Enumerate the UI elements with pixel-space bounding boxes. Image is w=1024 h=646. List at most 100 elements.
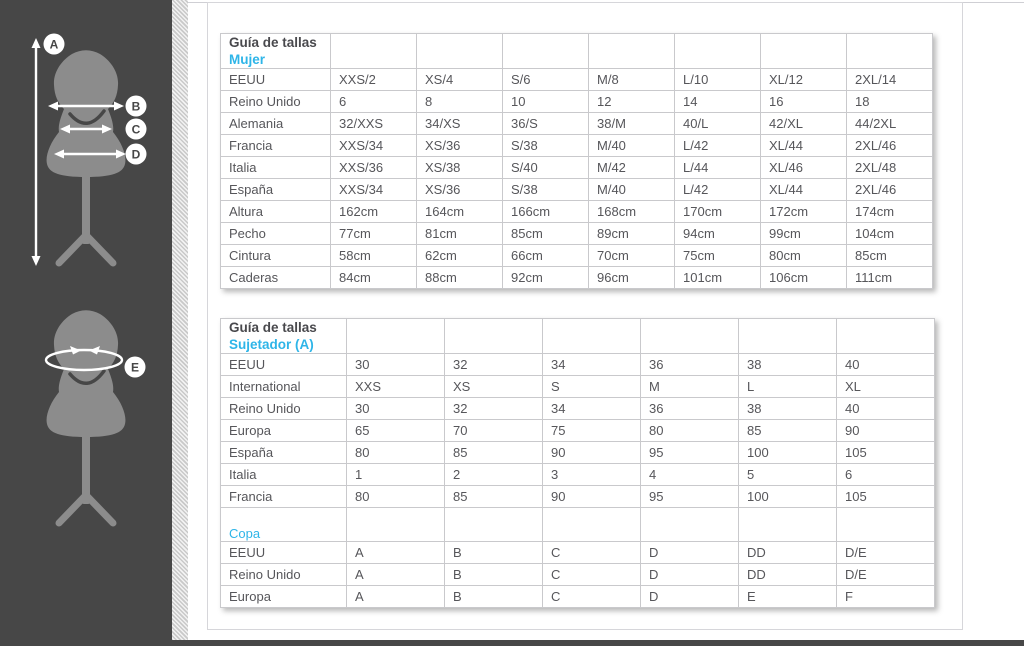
table-subtitle: Sujetador (A) bbox=[229, 337, 314, 352]
row-label: Caderas bbox=[220, 266, 331, 289]
chest-arrow bbox=[48, 101, 124, 111]
empty-header-cell bbox=[502, 33, 589, 69]
size-value-cell: S/6 bbox=[502, 68, 589, 91]
table-title: Guía de tallas bbox=[229, 320, 317, 335]
row-label: Reino Unido bbox=[220, 397, 347, 420]
size-value-cell: 34/XS bbox=[416, 112, 503, 135]
empty-header-cell bbox=[330, 33, 417, 69]
size-value-cell: M/40 bbox=[588, 178, 675, 201]
size-value-cell: S bbox=[542, 375, 641, 398]
empty-header-cell bbox=[836, 318, 935, 354]
size-value-cell: M bbox=[640, 375, 739, 398]
empty-cell bbox=[444, 507, 543, 542]
mannequin-front-figure: A B C D bbox=[31, 33, 147, 267]
size-value-cell: 166cm bbox=[502, 200, 589, 223]
size-value-cell: 95 bbox=[640, 485, 739, 508]
size-value-cell: XS/4 bbox=[416, 68, 503, 91]
size-value-cell: 84cm bbox=[330, 266, 417, 289]
size-row: Reino Unido 6 8 10 12 14 16 18 bbox=[220, 90, 933, 113]
row-label: España bbox=[220, 178, 331, 201]
size-value-cell: 32/XXS bbox=[330, 112, 417, 135]
row-label: Italia bbox=[220, 463, 347, 486]
size-row: Reino Unido A B C D DD D/E bbox=[220, 563, 935, 586]
empty-header-cell bbox=[846, 33, 933, 69]
size-value-cell: 2XL/48 bbox=[846, 156, 933, 179]
size-row: Altura 162cm 164cm 166cm 168cm 170cm 172cm 174c… bbox=[220, 200, 933, 223]
size-row: España XXS/34 XS/36 S/38 M/40 L/42 XL/44 2XL/46 bbox=[220, 178, 933, 201]
mannequin-torso bbox=[46, 310, 126, 437]
size-row: EEUU A B C D DD D/E bbox=[220, 541, 935, 564]
size-value-cell: 85 bbox=[444, 485, 543, 508]
size-value-cell: 85 bbox=[444, 441, 543, 464]
size-value-cell: 85cm bbox=[846, 244, 933, 267]
size-value-cell: D/E bbox=[836, 563, 935, 586]
size-value-cell: D bbox=[640, 585, 739, 608]
badge-d: D bbox=[125, 143, 147, 165]
size-value-cell: 75 bbox=[542, 419, 641, 442]
size-value-cell: 81cm bbox=[416, 222, 503, 245]
size-value-cell: L/42 bbox=[674, 178, 761, 201]
size-value-cell: XL/44 bbox=[760, 134, 847, 157]
table-header-row: Guía de tallas Mujer bbox=[220, 33, 933, 69]
size-value-cell: 80 bbox=[640, 419, 739, 442]
empty-header-cell bbox=[674, 33, 761, 69]
empty-cell bbox=[640, 507, 739, 542]
waist-arrow bbox=[60, 124, 112, 134]
size-value-cell: 90 bbox=[542, 441, 641, 464]
size-row: Europa 65 70 75 80 85 90 bbox=[220, 419, 935, 442]
empty-cell bbox=[346, 507, 445, 542]
size-value-cell: XL/46 bbox=[760, 156, 847, 179]
tripod-leg-right bbox=[82, 491, 117, 527]
svg-text:B: B bbox=[132, 100, 141, 114]
size-value-cell: 90 bbox=[542, 485, 641, 508]
size-value-cell: 4 bbox=[640, 463, 739, 486]
size-value-cell: XXS bbox=[346, 375, 445, 398]
size-value-cell: D/E bbox=[836, 541, 935, 564]
size-value-cell: 30 bbox=[346, 353, 445, 376]
size-value-cell: E bbox=[738, 585, 837, 608]
size-value-cell: 105 bbox=[836, 441, 935, 464]
size-value-cell: C bbox=[542, 563, 641, 586]
size-value-cell: XL/12 bbox=[760, 68, 847, 91]
size-value-cell: A bbox=[346, 563, 445, 586]
size-value-cell: L/44 bbox=[674, 156, 761, 179]
size-value-cell: 2XL/14 bbox=[846, 68, 933, 91]
table-header-row: Guía de tallas Sujetador (A) bbox=[220, 318, 935, 354]
size-value-cell: C bbox=[542, 585, 641, 608]
size-value-cell: DD bbox=[738, 541, 837, 564]
size-value-cell: B bbox=[444, 563, 543, 586]
size-value-cell: 38 bbox=[738, 397, 837, 420]
size-value-cell: 172cm bbox=[760, 200, 847, 223]
size-row: International XXS XS S M L XL bbox=[220, 375, 935, 398]
size-value-cell: B bbox=[444, 585, 543, 608]
size-value-cell: 2XL/46 bbox=[846, 178, 933, 201]
size-value-cell: A bbox=[346, 541, 445, 564]
size-value-cell: S/38 bbox=[502, 134, 589, 157]
size-value-cell: 168cm bbox=[588, 200, 675, 223]
size-value-cell: M/8 bbox=[588, 68, 675, 91]
empty-cell bbox=[738, 507, 837, 542]
row-label: Alemania bbox=[220, 112, 331, 135]
size-value-cell: 80 bbox=[346, 441, 445, 464]
size-value-cell: 30 bbox=[346, 397, 445, 420]
size-value-cell: 95 bbox=[640, 441, 739, 464]
size-value-cell: 105 bbox=[836, 485, 935, 508]
row-label: Cintura bbox=[220, 244, 331, 267]
row-label: Francia bbox=[220, 485, 347, 508]
row-label: Europa bbox=[220, 419, 347, 442]
size-row: EEUU 30 32 34 36 38 40 bbox=[220, 353, 935, 376]
size-value-cell: S/40 bbox=[502, 156, 589, 179]
svg-text:A: A bbox=[50, 38, 59, 52]
size-value-cell: 12 bbox=[588, 90, 675, 113]
size-value-cell: 164cm bbox=[416, 200, 503, 223]
badge-c: C bbox=[125, 118, 147, 140]
size-value-cell: 80cm bbox=[760, 244, 847, 267]
empty-header-cell bbox=[588, 33, 675, 69]
row-label: Europa bbox=[220, 585, 347, 608]
size-value-cell: A bbox=[346, 585, 445, 608]
size-row: Caderas 84cm 88cm 92cm 96cm 101cm 106cm 111cm bbox=[220, 266, 933, 289]
size-value-cell: 89cm bbox=[588, 222, 675, 245]
size-value-cell: DD bbox=[738, 563, 837, 586]
size-value-cell: XL/44 bbox=[760, 178, 847, 201]
size-value-cell: 2XL/46 bbox=[846, 134, 933, 157]
